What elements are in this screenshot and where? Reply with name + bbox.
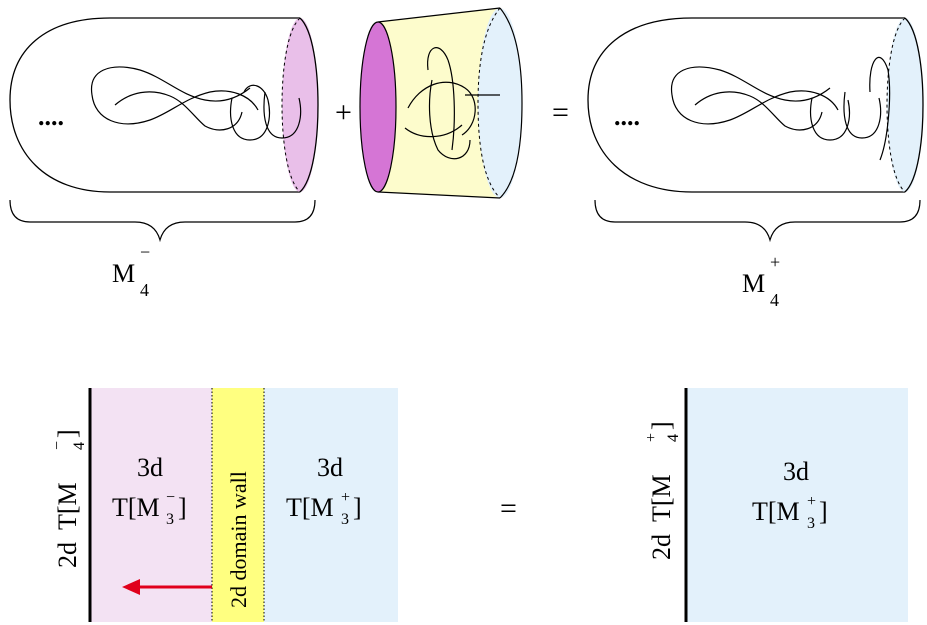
left-region-close: ]	[178, 493, 187, 522]
bottom-left-configuration: 3d T[M − 3 ] 2d domain wall 3d T[M + 3 ]…	[49, 388, 398, 622]
brace-right	[594, 199, 921, 243]
svg-text:4: 4	[71, 442, 88, 450]
svg-text:2dT[M: 2dT[M	[53, 482, 82, 568]
m4-minus-sup: −	[140, 242, 150, 262]
svg-text:]: ]	[647, 421, 676, 430]
cylinder-cobordism	[359, 7, 523, 199]
blue-boundary-disk	[478, 8, 522, 198]
m4-plus-manifold: .... M + 4	[587, 17, 924, 310]
left-region-3d: 3d	[137, 453, 163, 482]
svg-text:]: ]	[53, 429, 82, 438]
bottom-right-configuration: 3d T[M + 3 ] 2dT[M + 4 ]	[643, 388, 908, 622]
m4-plus-sub: 4	[770, 290, 779, 310]
right-region-sup: +	[807, 493, 816, 510]
brace-left	[9, 199, 316, 243]
svg-text:2dT[M: 2dT[M	[647, 474, 676, 560]
mid-region-3d: 3d	[317, 453, 343, 482]
left-region-sup: −	[166, 489, 175, 506]
m4-minus-sub: 4	[140, 280, 149, 300]
magenta-boundary-disk	[359, 21, 397, 193]
mid-region-sub: 3	[341, 511, 349, 528]
m4-minus-label: M	[112, 259, 135, 288]
left-boundary-label: 2dT[M − 4 ]	[49, 429, 88, 568]
mid-region-theory: T[M	[286, 493, 334, 522]
right-region-theory: T[M	[752, 497, 800, 526]
svg-text:4: 4	[665, 434, 682, 442]
m4-plus-sup: +	[770, 252, 780, 272]
blue-region	[264, 388, 398, 622]
m4-minus-manifold: .... M − 4	[9, 17, 319, 300]
domain-wall-label: 2d domain wall	[226, 471, 251, 608]
knot-diagram-right	[671, 56, 891, 161]
m4-plus-label: M	[742, 269, 765, 298]
blue-boundary-disk-right	[887, 18, 923, 192]
svg-text:+: +	[643, 433, 660, 442]
right-region-close: ]	[819, 497, 828, 526]
blue-region-right	[686, 388, 908, 622]
domain-wall-region	[212, 388, 264, 622]
left-region-theory: T[M	[112, 493, 160, 522]
right-boundary-label: 2dT[M + 4 ]	[643, 421, 682, 560]
right-region-sub: 3	[807, 515, 815, 532]
flow-arrow	[122, 579, 212, 595]
equals-bottom: =	[500, 492, 517, 525]
pink-region	[90, 388, 212, 622]
dots-right: ....	[614, 102, 640, 131]
equals-top: =	[552, 96, 569, 129]
dots-left: ....	[38, 102, 64, 131]
left-region-sub: 3	[166, 511, 174, 528]
mid-region-sup: +	[341, 489, 350, 506]
mid-region-close: ]	[353, 493, 362, 522]
knot-diagram-left	[91, 66, 302, 141]
knot-diagram-cylinder	[404, 47, 500, 160]
right-region-3d: 3d	[783, 457, 809, 486]
svg-text:−: −	[49, 441, 66, 450]
plus-sign: +	[335, 96, 352, 129]
